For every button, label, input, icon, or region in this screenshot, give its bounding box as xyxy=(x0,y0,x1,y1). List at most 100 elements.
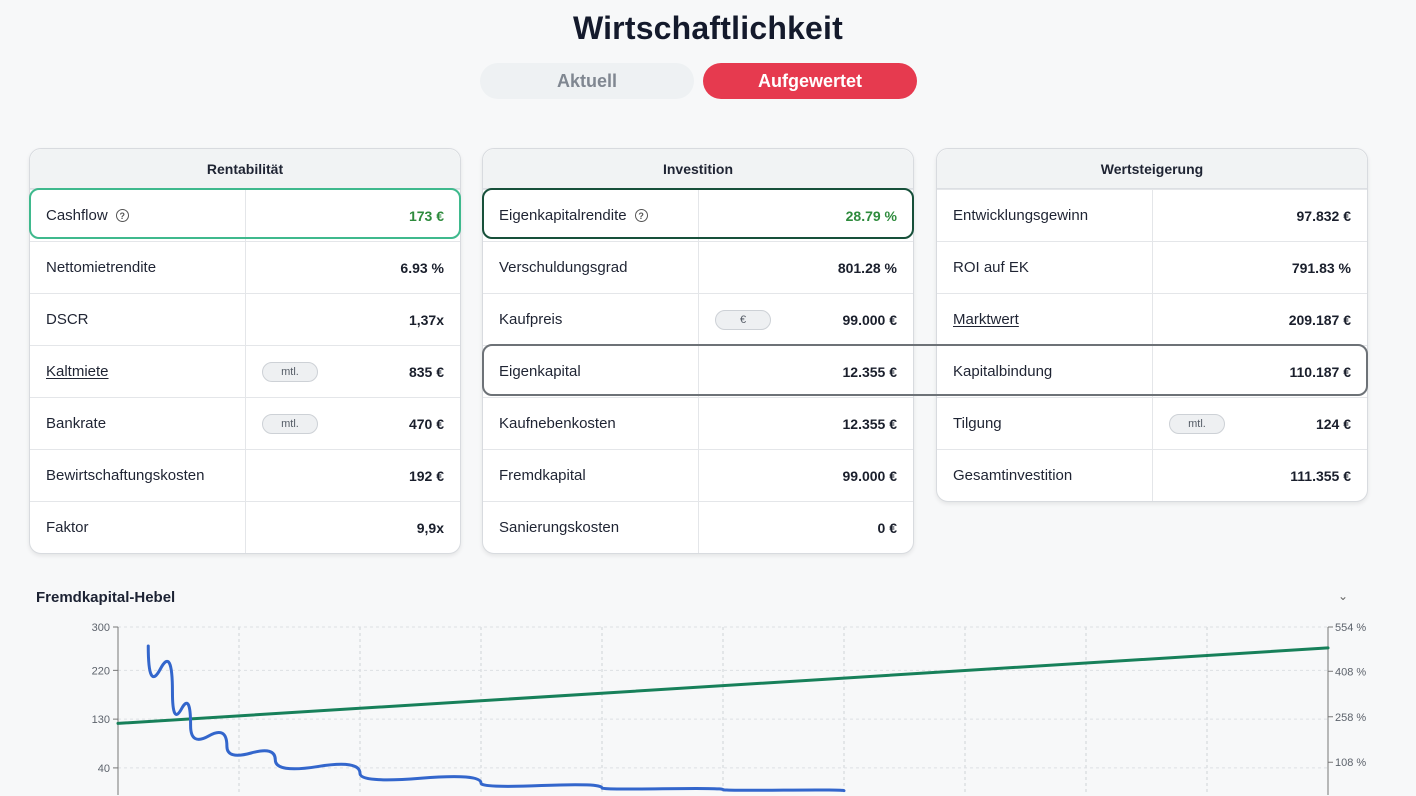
metric-value: 124 € xyxy=(1315,415,1351,432)
y-right-tick-label: 108 % xyxy=(1335,757,1366,769)
metric-label-text: Gesamtinvestition xyxy=(953,467,1073,484)
metric-value: 0 € xyxy=(877,519,897,536)
metric-value: 173 € xyxy=(408,207,444,224)
metric-value-cell: €99.000 € xyxy=(699,294,913,345)
metric-value: 791.83 % xyxy=(1291,259,1351,276)
metric-label: Eigenkapital xyxy=(483,346,699,397)
metric-value-cell: 110.187 € xyxy=(1153,346,1367,397)
metric-value: 97.832 € xyxy=(1296,207,1352,224)
y-right-tick-label: 408 % xyxy=(1335,666,1366,678)
metric-value-cell: 192 € xyxy=(246,450,460,501)
y-right-tick-label: 258 % xyxy=(1335,712,1366,724)
metric-value: 6.93 % xyxy=(400,259,444,276)
metric-row: Kapitalbindung 110.187 € xyxy=(937,345,1367,397)
chevron-down-icon[interactable]: ⌄ xyxy=(1338,589,1349,603)
metric-label-text: Kaufpreis xyxy=(499,311,563,328)
metric-label-text: Nettomietrendite xyxy=(46,259,157,276)
metric-label-text: Kaufnebenkosten xyxy=(499,415,616,432)
metric-label: Kapitalbindung xyxy=(937,346,1153,397)
leverage-chart: 300 220 130 40 554 % 408 % 258 % 108 % xyxy=(92,622,1366,795)
metric-value: 801.28 % xyxy=(837,259,897,276)
metric-label-text[interactable]: Marktwert xyxy=(953,311,1019,328)
metric-row: Tilgung mtl. 124 € xyxy=(937,397,1367,449)
metric-value: 1,37x xyxy=(408,311,444,328)
metric-value: 99.000 € xyxy=(842,311,898,328)
metric-row: Kaltmiete mtl. 835 € xyxy=(30,345,460,397)
metric-value: 12.355 € xyxy=(842,415,898,432)
metric-label[interactable]: Kaltmiete xyxy=(30,346,246,397)
metric-value-cell: 28.79 % xyxy=(699,190,913,241)
metric-label: Cashflow? xyxy=(30,190,246,241)
metric-label-text: Kapitalbindung xyxy=(953,363,1053,380)
metric-label: Kaufnebenkosten xyxy=(483,398,699,449)
metric-value-cell: 209.187 € xyxy=(1153,294,1367,345)
metric-row: Kaufnebenkosten 12.355 € xyxy=(483,397,913,449)
metric-value-cell: 12.355 € xyxy=(699,346,913,397)
metric-label-text: Bewirtschaftungskosten xyxy=(46,467,205,484)
metric-label-text: Eigenkapital xyxy=(499,363,581,380)
metric-label: Tilgung xyxy=(937,398,1153,449)
metric-row: Kaufpreis €99.000 € xyxy=(483,293,913,345)
metric-label: Nettomietrendite xyxy=(30,242,246,293)
metric-label-text: DSCR xyxy=(46,311,89,328)
metric-value-cell: 6.93 % xyxy=(246,242,460,293)
metric-value-cell: 791.83 % xyxy=(1153,242,1367,293)
metric-value-cell: 1,37x xyxy=(246,294,460,345)
metric-label-text: Entwicklungsgewinn xyxy=(953,207,1089,224)
metric-label: Verschuldungsgrad xyxy=(483,242,699,293)
metric-row: Marktwert 209.187 € xyxy=(937,293,1367,345)
metric-label-text: Sanierungskosten xyxy=(499,519,620,536)
metric-value: 28.79 % xyxy=(845,207,897,224)
series-line-1 xyxy=(116,646,1330,725)
help-icon[interactable]: ? xyxy=(115,209,129,222)
metric-label[interactable]: Marktwert xyxy=(937,294,1153,345)
metric-label: Bewirtschaftungskosten xyxy=(30,450,246,501)
metric-label-text: Verschuldungsgrad xyxy=(499,259,628,276)
metric-label: Bankrate xyxy=(30,398,246,449)
metric-row: Faktor 9,9x xyxy=(30,501,460,553)
metric-row: Nettomietrendite 6.93 % xyxy=(30,241,460,293)
card-title: Rentabilität xyxy=(30,149,460,189)
metric-label-text[interactable]: Kaltmiete xyxy=(46,363,109,380)
metric-label: Fremdkapital xyxy=(483,450,699,501)
metric-row: Entwicklungsgewinn 97.832 € xyxy=(937,189,1367,241)
card-title: Wertsteigerung xyxy=(937,149,1367,189)
unit-toggle-pill[interactable]: mtl. xyxy=(1169,413,1225,434)
help-icon[interactable]: ? xyxy=(634,209,648,222)
metric-label-text: Cashflow xyxy=(46,207,108,224)
y-left-tick-label: 300 xyxy=(92,622,110,634)
metric-value-cell: 0 € xyxy=(699,502,913,553)
metric-value: 192 € xyxy=(408,467,444,484)
y-left-tick-label: 220 xyxy=(92,665,110,677)
chart-section-title: Fremdkapital-Hebel xyxy=(36,589,176,606)
card-title: Investition xyxy=(483,149,913,189)
metric-value-cell: mtl. 470 € xyxy=(246,398,460,449)
metric-row: Sanierungskosten 0 € xyxy=(483,501,913,553)
unit-toggle-pill[interactable]: mtl. xyxy=(262,413,318,434)
metric-value: 111.355 € xyxy=(1290,467,1351,484)
toggle-aufgewertet-button[interactable]: Aufgewertet xyxy=(703,63,917,99)
metric-label: Sanierungskosten xyxy=(483,502,699,553)
metric-label-text: Eigenkapitalrendite xyxy=(499,207,627,224)
metric-value-cell: mtl. 835 € xyxy=(246,346,460,397)
metric-label: Entwicklungsgewinn xyxy=(937,190,1153,241)
metric-label: Faktor xyxy=(30,502,246,553)
metric-value: 9,9x xyxy=(416,519,444,536)
metric-label: ROI auf EK xyxy=(937,242,1153,293)
metric-row: Bankrate mtl. 470 € xyxy=(30,397,460,449)
metric-label-text: Bankrate xyxy=(46,415,107,432)
metric-row: ROI auf EK 791.83 % xyxy=(937,241,1367,293)
metric-value: 110.187 € xyxy=(1289,363,1351,380)
metric-value: 470 € xyxy=(408,415,444,432)
metric-label: DSCR xyxy=(30,294,246,345)
unit-toggle-pill[interactable]: € xyxy=(715,309,771,330)
toggle-aktuell-button[interactable]: Aktuell xyxy=(480,63,694,99)
metric-value: 99.000 € xyxy=(842,467,898,484)
metric-row: Gesamtinvestition 111.355 € xyxy=(937,449,1367,501)
metric-row: Bewirtschaftungskosten 192 € xyxy=(30,449,460,501)
metric-label-text: ROI auf EK xyxy=(953,259,1029,276)
metric-value: 209.187 € xyxy=(1288,311,1351,328)
unit-toggle-pill[interactable]: mtl. xyxy=(262,361,318,382)
metric-value-cell: 97.832 € xyxy=(1153,190,1367,241)
metric-value-cell: 9,9x xyxy=(246,502,460,553)
